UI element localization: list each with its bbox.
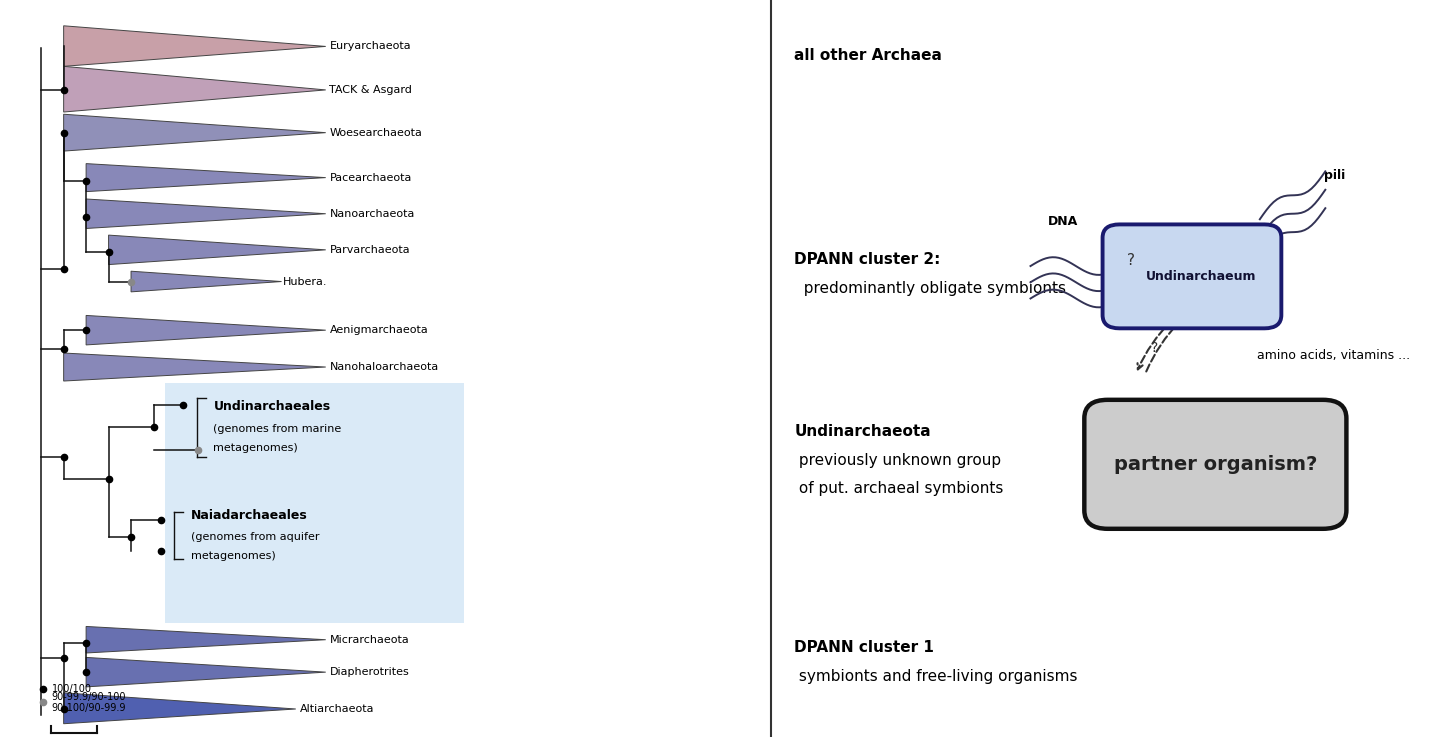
FancyBboxPatch shape [1103, 225, 1282, 329]
Polygon shape [86, 199, 325, 228]
Text: pili: pili [1323, 169, 1345, 181]
Text: Undinarchaeum: Undinarchaeum [1146, 270, 1257, 283]
Text: (genomes from aquifer: (genomes from aquifer [192, 531, 320, 542]
Text: DPANN cluster 1: DPANN cluster 1 [795, 640, 935, 654]
Text: DPANN cluster 2:: DPANN cluster 2: [795, 252, 940, 267]
Text: Pacearchaeota: Pacearchaeota [330, 172, 412, 183]
Text: of put. archaeal symbionts: of put. archaeal symbionts [795, 481, 1004, 496]
Text: partner organism?: partner organism? [1113, 455, 1318, 474]
FancyBboxPatch shape [164, 383, 464, 623]
Text: Nanoarchaeota: Nanoarchaeota [330, 209, 415, 219]
Text: ?: ? [1126, 253, 1135, 268]
Text: metagenomes): metagenomes) [192, 551, 275, 561]
FancyBboxPatch shape [1084, 400, 1346, 529]
Text: Woesearchaeota: Woesearchaeota [330, 128, 422, 138]
Polygon shape [63, 693, 295, 724]
Text: all other Archaea: all other Archaea [795, 48, 942, 63]
Text: TACK & Asgard: TACK & Asgard [330, 85, 412, 95]
Text: Nanohaloarchaeota: Nanohaloarchaeota [330, 362, 439, 372]
Text: predominantly obligate symbionts: predominantly obligate symbionts [795, 282, 1066, 296]
Polygon shape [86, 315, 325, 345]
Text: DNA: DNA [1048, 214, 1079, 228]
Text: amino acids, vitamins ...: amino acids, vitamins ... [1257, 349, 1411, 362]
Text: Undinarchaeales: Undinarchaeales [213, 400, 331, 413]
Polygon shape [63, 66, 325, 112]
Text: symbionts and free-living organisms: symbionts and free-living organisms [795, 669, 1077, 684]
Text: Parvarchaeota: Parvarchaeota [330, 245, 410, 255]
Text: 90-100/90-99.9: 90-100/90-99.9 [52, 702, 127, 713]
Polygon shape [86, 164, 325, 192]
Text: Undinarchaeota: Undinarchaeota [795, 424, 930, 439]
Text: metagenomes): metagenomes) [213, 443, 298, 453]
Text: 90-99.9/90-100: 90-99.9/90-100 [52, 692, 127, 702]
Text: Micrarchaeota: Micrarchaeota [330, 635, 409, 645]
Polygon shape [63, 26, 325, 66]
Text: Hubera.: Hubera. [284, 276, 327, 287]
Polygon shape [63, 114, 325, 151]
Text: Aenigmarchaeota: Aenigmarchaeota [330, 325, 428, 335]
Polygon shape [86, 657, 325, 687]
Polygon shape [131, 271, 282, 292]
Text: Diapherotrites: Diapherotrites [330, 667, 409, 677]
Text: Naiadarchaeales: Naiadarchaeales [192, 509, 308, 523]
Text: 100/100: 100/100 [52, 684, 92, 694]
Text: previously unknown group: previously unknown group [795, 453, 1001, 468]
Polygon shape [63, 353, 325, 381]
Polygon shape [86, 626, 325, 653]
Text: Altiarchaeota: Altiarchaeota [300, 704, 374, 714]
Text: ?: ? [1151, 341, 1158, 355]
Text: (genomes from marine: (genomes from marine [213, 424, 341, 434]
Text: Euryarchaeota: Euryarchaeota [330, 41, 410, 52]
Polygon shape [108, 235, 325, 265]
